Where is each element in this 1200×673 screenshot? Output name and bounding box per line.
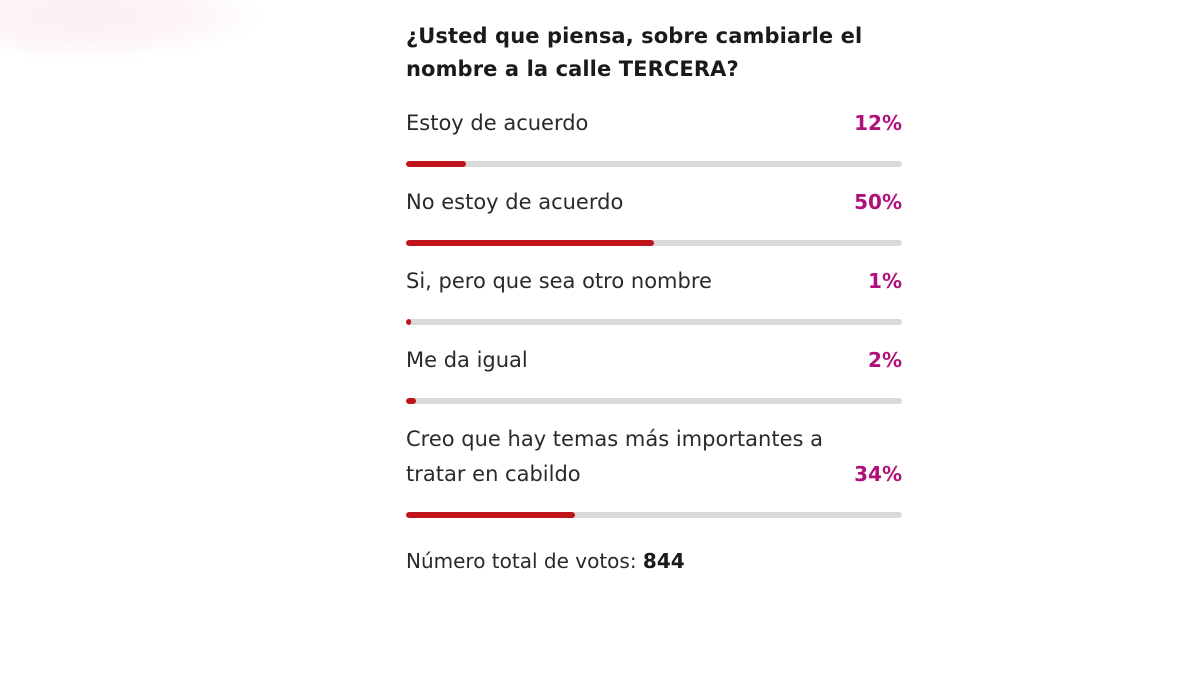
option-header: Me da igual 2% xyxy=(406,343,902,378)
progress-bar xyxy=(406,240,902,246)
progress-bar xyxy=(406,319,902,325)
option-percent: 1% xyxy=(868,269,902,293)
option-percent: 50% xyxy=(854,190,902,214)
progress-bar xyxy=(406,512,902,518)
option-label: No estoy de acuerdo xyxy=(406,190,624,214)
poll-option-3[interactable]: Si, pero que sea otro nombre 1% xyxy=(406,264,902,325)
option-percent: 2% xyxy=(868,348,902,372)
total-votes: Número total de votos: 844 xyxy=(406,546,902,576)
total-votes-label: Número total de votos: xyxy=(406,549,637,573)
progress-bar-fill xyxy=(406,512,575,518)
option-label: Si, pero que sea otro nombre xyxy=(406,269,712,293)
option-header: No estoy de acuerdo 50% xyxy=(406,185,902,220)
option-label: Estoy de acuerdo xyxy=(406,111,589,135)
option-percent: 34% xyxy=(854,462,902,486)
poll-option-4[interactable]: Me da igual 2% xyxy=(406,343,902,404)
poll-option-1[interactable]: Estoy de acuerdo 12% xyxy=(406,106,902,167)
poll-widget: ¿Usted que piensa, sobre cambiarle el no… xyxy=(406,20,902,576)
poll-option-2[interactable]: No estoy de acuerdo 50% xyxy=(406,185,902,246)
option-label: Me da igual xyxy=(406,348,528,372)
option-percent: 12% xyxy=(854,111,902,135)
progress-bar-fill xyxy=(406,161,466,167)
poll-option-5[interactable]: Creo que hay temas más importantes a tra… xyxy=(406,422,902,518)
total-votes-count: 844 xyxy=(642,549,685,573)
option-header: Si, pero que sea otro nombre 1% xyxy=(406,264,902,299)
poll-question: ¿Usted que piensa, sobre cambiarle el no… xyxy=(406,24,863,81)
option-header: Creo que hay temas más importantes a tra… xyxy=(406,422,902,492)
background-smudge xyxy=(0,0,260,60)
progress-bar-fill xyxy=(406,240,654,246)
progress-bar xyxy=(406,161,902,167)
progress-bar-fill xyxy=(406,398,416,404)
option-header: Estoy de acuerdo 12% xyxy=(406,106,902,141)
progress-bar xyxy=(406,398,902,404)
progress-bar-fill xyxy=(406,319,411,325)
option-label: Creo que hay temas más importantes a tra… xyxy=(406,427,823,486)
